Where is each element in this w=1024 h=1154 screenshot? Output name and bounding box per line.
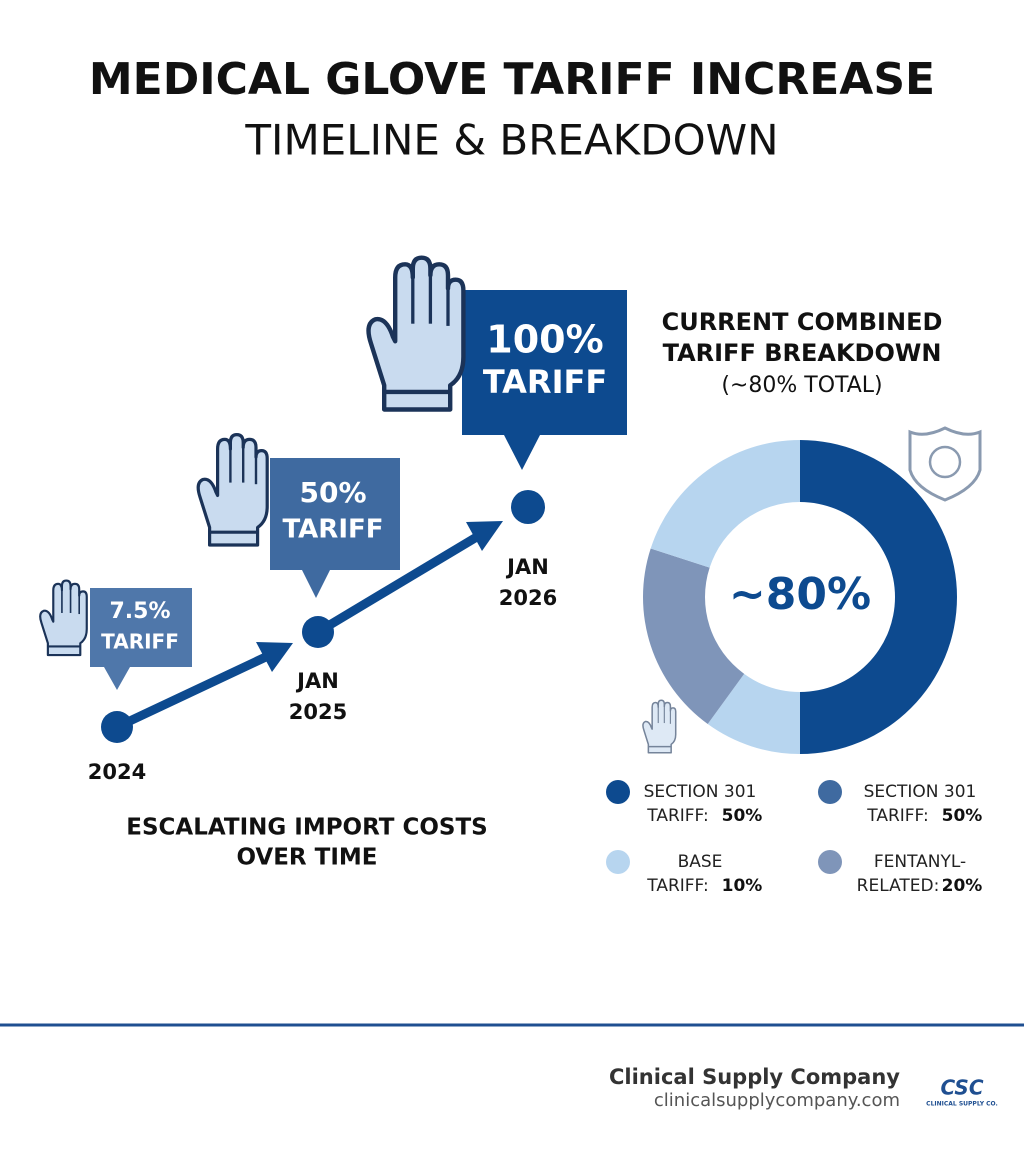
legend-amount: 50%	[942, 806, 983, 826]
donut-center: ~80%	[729, 569, 871, 620]
legend-amount: 50%	[722, 806, 763, 826]
date: 2024	[88, 760, 146, 784]
legend-amount: 10%	[722, 876, 763, 896]
rate: 7.5%	[109, 599, 170, 624]
legend-label: BASE	[678, 852, 723, 872]
globe-icon	[928, 445, 962, 479]
caption: ESCALATING IMPORT COSTS	[126, 815, 488, 841]
logo: CSC	[940, 1076, 983, 1100]
breakdown-subtitle: (~80% TOTAL)	[721, 373, 882, 398]
glove-icon	[196, 432, 269, 547]
legend-swatch	[818, 780, 842, 804]
arrow	[315, 531, 483, 636]
legend-label: TARIFF:	[866, 806, 928, 826]
legend-swatch	[606, 850, 630, 874]
company: Clinical Supply Company	[609, 1065, 900, 1089]
legend-label: SECTION 301	[864, 782, 977, 802]
callout	[90, 588, 192, 690]
legend-label: TARIFF:	[646, 806, 708, 826]
date: JAN	[295, 669, 339, 693]
glove-icon	[369, 258, 464, 410]
legend: SECTION 301 TARIFF: 50% SECTION 301 TARIFF: 5…	[606, 780, 982, 896]
caption: OVER TIME	[236, 845, 377, 871]
donut-segment	[642, 548, 745, 725]
rate-word: TARIFF	[483, 363, 607, 401]
timeline-dot	[302, 616, 334, 648]
arrow-head	[256, 642, 293, 672]
url: clinicalsupplycompany.com	[654, 1090, 900, 1111]
legend-label: RELATED:	[857, 876, 940, 896]
breakdown-title: CURRENT COMBINED	[662, 308, 943, 336]
rate: 100%	[486, 318, 603, 362]
legend-amount: 20%	[942, 876, 983, 896]
timeline-dot	[511, 490, 545, 524]
title: MEDICAL GLOVE TARIFF INCREASE	[89, 54, 935, 105]
arrow-head	[466, 521, 503, 551]
callout	[462, 290, 627, 470]
glove-icon	[39, 579, 88, 657]
date: 2025	[289, 700, 347, 724]
arrow	[115, 650, 272, 732]
rate-word: TARIFF	[282, 515, 383, 545]
date: 2026	[499, 586, 557, 610]
legend-label: TARIFF:	[646, 876, 708, 896]
legend-swatch	[606, 780, 630, 804]
subtitle: TIMELINE & BREAKDOWN	[244, 116, 778, 165]
shield-icon	[908, 426, 982, 502]
legend-label: SECTION 301	[644, 782, 757, 802]
logo-sub: CLINICAL SUPPLY CO.	[926, 1101, 998, 1108]
breakdown-title: TARIFF BREAKDOWN	[663, 339, 942, 367]
legend-label: FENTANYL-	[874, 852, 966, 872]
timeline: 7.5% TARIFF 2024 50% TARIFF JAN 2025 100…	[39, 258, 627, 871]
timeline-dot	[101, 711, 133, 743]
rate-word: TARIFF	[101, 630, 179, 654]
callout	[270, 458, 400, 598]
donut	[642, 440, 957, 754]
legend-swatch	[818, 850, 842, 874]
date: JAN	[505, 555, 549, 579]
glove-icon	[642, 699, 677, 754]
donut-segment	[800, 440, 957, 754]
breakdown: CURRENT COMBINED TARIFF BREAKDOWN (~80% …	[606, 308, 982, 896]
donut-segment	[650, 440, 800, 568]
donut-segment	[707, 673, 800, 754]
rate: 50%	[299, 476, 366, 509]
